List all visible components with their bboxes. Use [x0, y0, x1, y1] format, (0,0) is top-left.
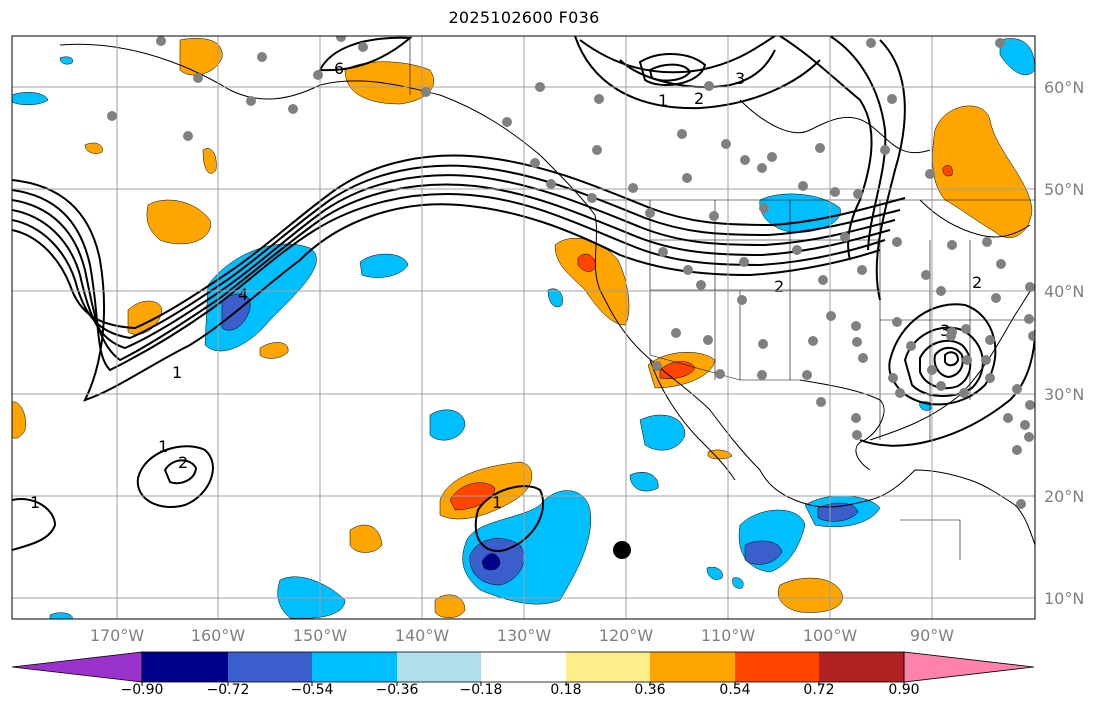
longitude-label: 90°W: [909, 626, 955, 645]
colorbar-bin: [481, 652, 566, 682]
colorbar-bin: [735, 652, 819, 682]
contour-label: 1: [158, 437, 168, 456]
contour-labels: 6 1 2 3 4 1 2 1 1 2 3 2 1: [30, 59, 982, 512]
contour-label: 2: [774, 277, 784, 296]
longitude-label: 160°W: [190, 626, 246, 645]
longitude-label: 170°W: [89, 626, 145, 645]
latitude-label: 40°N: [1044, 282, 1085, 301]
longitude-label: 100°W: [802, 626, 858, 645]
contour-label: 2: [178, 453, 188, 472]
colorbar-bin: [650, 652, 735, 682]
political-borders: [409, 36, 1035, 560]
colorbar-tick-label: −0.72: [206, 682, 250, 698]
colorbar-bin: [228, 652, 312, 682]
colorbar-bin: [819, 652, 904, 682]
colorbar-bin: [142, 652, 228, 682]
colorbar-extension-high: [903, 651, 1035, 683]
latitude-label: 50°N: [1044, 180, 1085, 199]
station-markers: [107, 36, 1035, 509]
colorbar-tick-label: −0.54: [290, 682, 334, 698]
contour-label: 4: [238, 285, 248, 304]
contour-label: 1: [30, 493, 40, 512]
colorbar-bin: [566, 652, 650, 682]
contour-label: 1: [492, 493, 502, 512]
gridlines: [12, 36, 1035, 619]
longitude-label: 110°W: [700, 626, 756, 645]
contour-label: 3: [735, 69, 745, 88]
latitude-label: 20°N: [1044, 487, 1085, 506]
longitude-label: 150°W: [292, 626, 348, 645]
storm-center-marker: [613, 541, 631, 559]
colorbar-tick-label: −0.90: [120, 682, 164, 698]
contour-label: 2: [694, 89, 704, 108]
colorbar-tick-label: 0.72: [803, 682, 835, 698]
contour-label: 1: [658, 91, 668, 110]
longitude-label: 140°W: [394, 626, 450, 645]
contour-label: 3: [940, 321, 950, 340]
map-frame: [11, 35, 1036, 620]
colorbar: [11, 651, 1035, 686]
colorbar-extension-low: [11, 651, 143, 683]
latitude-label: 30°N: [1044, 385, 1085, 404]
colorbar-tick-label: −0.36: [375, 682, 419, 698]
map-title: 2025102600 F036: [448, 8, 600, 27]
longitude-label: 120°W: [598, 626, 654, 645]
colorbar-tick-label: 0.90: [888, 682, 920, 698]
colorbar-bin: [312, 652, 397, 682]
longitude-label: 130°W: [496, 626, 552, 645]
contour-label: 1: [172, 363, 182, 382]
shaded-anomaly-field: [12, 38, 1035, 619]
colorbar-tick-label: 0.18: [550, 682, 582, 698]
contour-label: 2: [972, 273, 982, 292]
latitude-label: 60°N: [1044, 78, 1085, 97]
colorbar-tick-label: 0.54: [719, 682, 751, 698]
colorbar-bin: [397, 652, 481, 682]
colorbar-tick-label: −0.18: [459, 682, 503, 698]
colorbar-tick-label: 0.36: [634, 682, 666, 698]
latitude-label: 10°N: [1044, 589, 1085, 608]
contour-label: 6: [334, 59, 344, 78]
